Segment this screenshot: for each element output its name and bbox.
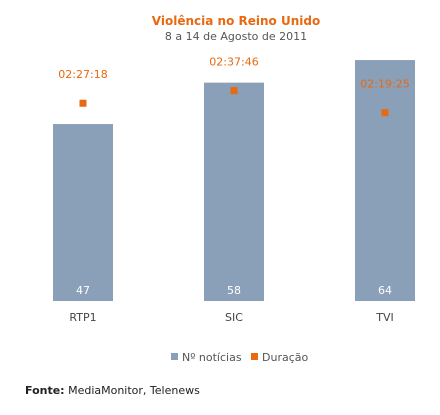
- duration-marker: [381, 109, 389, 117]
- duration-label: 02:37:46: [209, 56, 258, 69]
- source-label: Fonte:: [25, 384, 65, 397]
- chart: Violência no Reino Unido 8 a 14 de Agost…: [53, 14, 415, 364]
- legend-label-duracao: Duração: [262, 351, 308, 364]
- duration-marker: [230, 87, 238, 95]
- legend-label-noticias: Nº notícias: [182, 351, 242, 364]
- duration-label: 02:19:25: [360, 78, 409, 91]
- bar-sic: [204, 82, 264, 301]
- category-label: RTP1: [69, 311, 96, 324]
- category-label: TVI: [375, 311, 394, 324]
- duration-label: 02:27:18: [58, 68, 107, 81]
- duration-marker: [79, 99, 87, 107]
- legend-swatch-noticias: [171, 353, 178, 360]
- bar-value-label: 64: [378, 284, 392, 297]
- chart-title: Violência no Reino Unido: [152, 14, 320, 28]
- legend-swatch-duracao: [251, 353, 258, 360]
- source-note: Fonte: MediaMonitor, Telenews: [25, 384, 200, 397]
- bar-rtp1: [53, 124, 113, 301]
- bar-value-label: 47: [76, 284, 90, 297]
- chart-subtitle: 8 a 14 de Agosto de 2011: [165, 30, 307, 43]
- category-label: SIC: [225, 311, 243, 324]
- bar-tvi: [355, 60, 415, 301]
- bar-value-label: 58: [227, 284, 241, 297]
- source-text: MediaMonitor, Telenews: [68, 384, 200, 397]
- chart-marks: 47 RTP1 02:27:18 58 SIC 02:37:46 64 TVI 02:19:25: [53, 56, 415, 324]
- legend: Nº notícias Duração: [171, 351, 308, 364]
